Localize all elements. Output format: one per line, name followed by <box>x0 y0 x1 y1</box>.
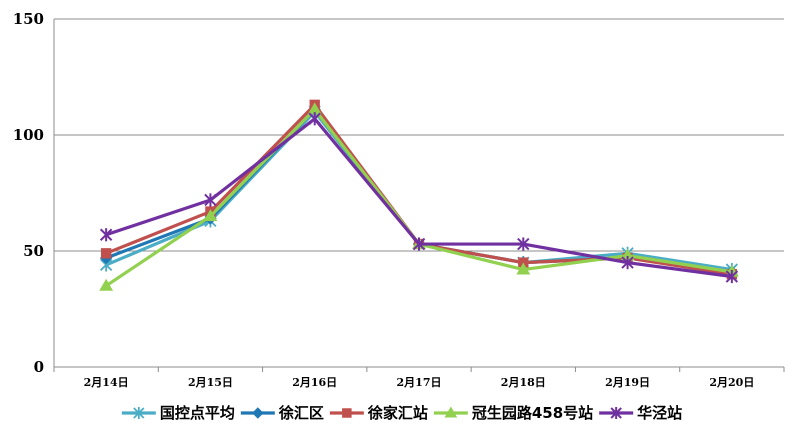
data-point <box>99 228 113 242</box>
data-point <box>517 237 530 251</box>
series-4 <box>99 102 739 291</box>
y-tick-label: 100 <box>13 126 44 144</box>
legend-label: 国控点平均 <box>160 404 235 422</box>
data-point <box>99 278 114 291</box>
x-tick-label: 2月15日 <box>188 376 233 389</box>
data-point <box>204 193 217 207</box>
legend-swatch <box>433 406 468 418</box>
x-tick-label: 2月20日 <box>709 376 754 389</box>
gridlines <box>54 18 784 252</box>
data-point <box>100 248 112 259</box>
x-tick-label: 2月18日 <box>501 376 546 389</box>
legend-item: 徐家汇站 <box>329 404 428 422</box>
series-lines <box>99 99 739 291</box>
legend: 国控点平均 徐汇区 徐家汇站 冠生园路458号站 华泾站 <box>121 404 682 422</box>
data-point <box>621 256 634 270</box>
series-line <box>105 117 733 279</box>
series-3 <box>100 99 738 280</box>
legend-swatch <box>121 407 156 419</box>
legend-label: 华泾站 <box>637 404 682 422</box>
data-point <box>308 112 321 126</box>
data-point <box>203 209 218 222</box>
y-tick-label: 0 <box>34 358 44 376</box>
legend-item: 华泾站 <box>599 404 682 422</box>
data-point <box>412 237 426 251</box>
legend-item: 冠生园路458号站 <box>433 404 593 422</box>
y-tick-label: 150 <box>13 10 44 28</box>
legend-label: 冠生园路458号站 <box>472 404 593 422</box>
data-point <box>516 262 531 275</box>
x-tick-label: 2月17日 <box>397 376 442 389</box>
x-tick-label: 2月14日 <box>84 376 129 389</box>
legend-item: 徐汇区 <box>240 404 324 422</box>
data-point <box>725 269 739 284</box>
series-5 <box>99 112 739 284</box>
legend-label: 徐家汇站 <box>367 404 428 422</box>
legend-label: 徐汇区 <box>278 404 324 422</box>
y-tick-label: 50 <box>23 242 44 260</box>
x-tick-label: 2月19日 <box>605 376 650 389</box>
axes: 0 50 100 150 2月14日 2月15日 2月16日 2月17日 2月18日 2月19日 2… <box>13 10 785 389</box>
legend-swatch <box>240 407 275 419</box>
legend-swatch <box>329 408 364 418</box>
legend-item: 国控点平均 <box>121 404 235 422</box>
x-tick-label: 2月16日 <box>292 376 337 389</box>
legend-swatch <box>599 407 634 419</box>
